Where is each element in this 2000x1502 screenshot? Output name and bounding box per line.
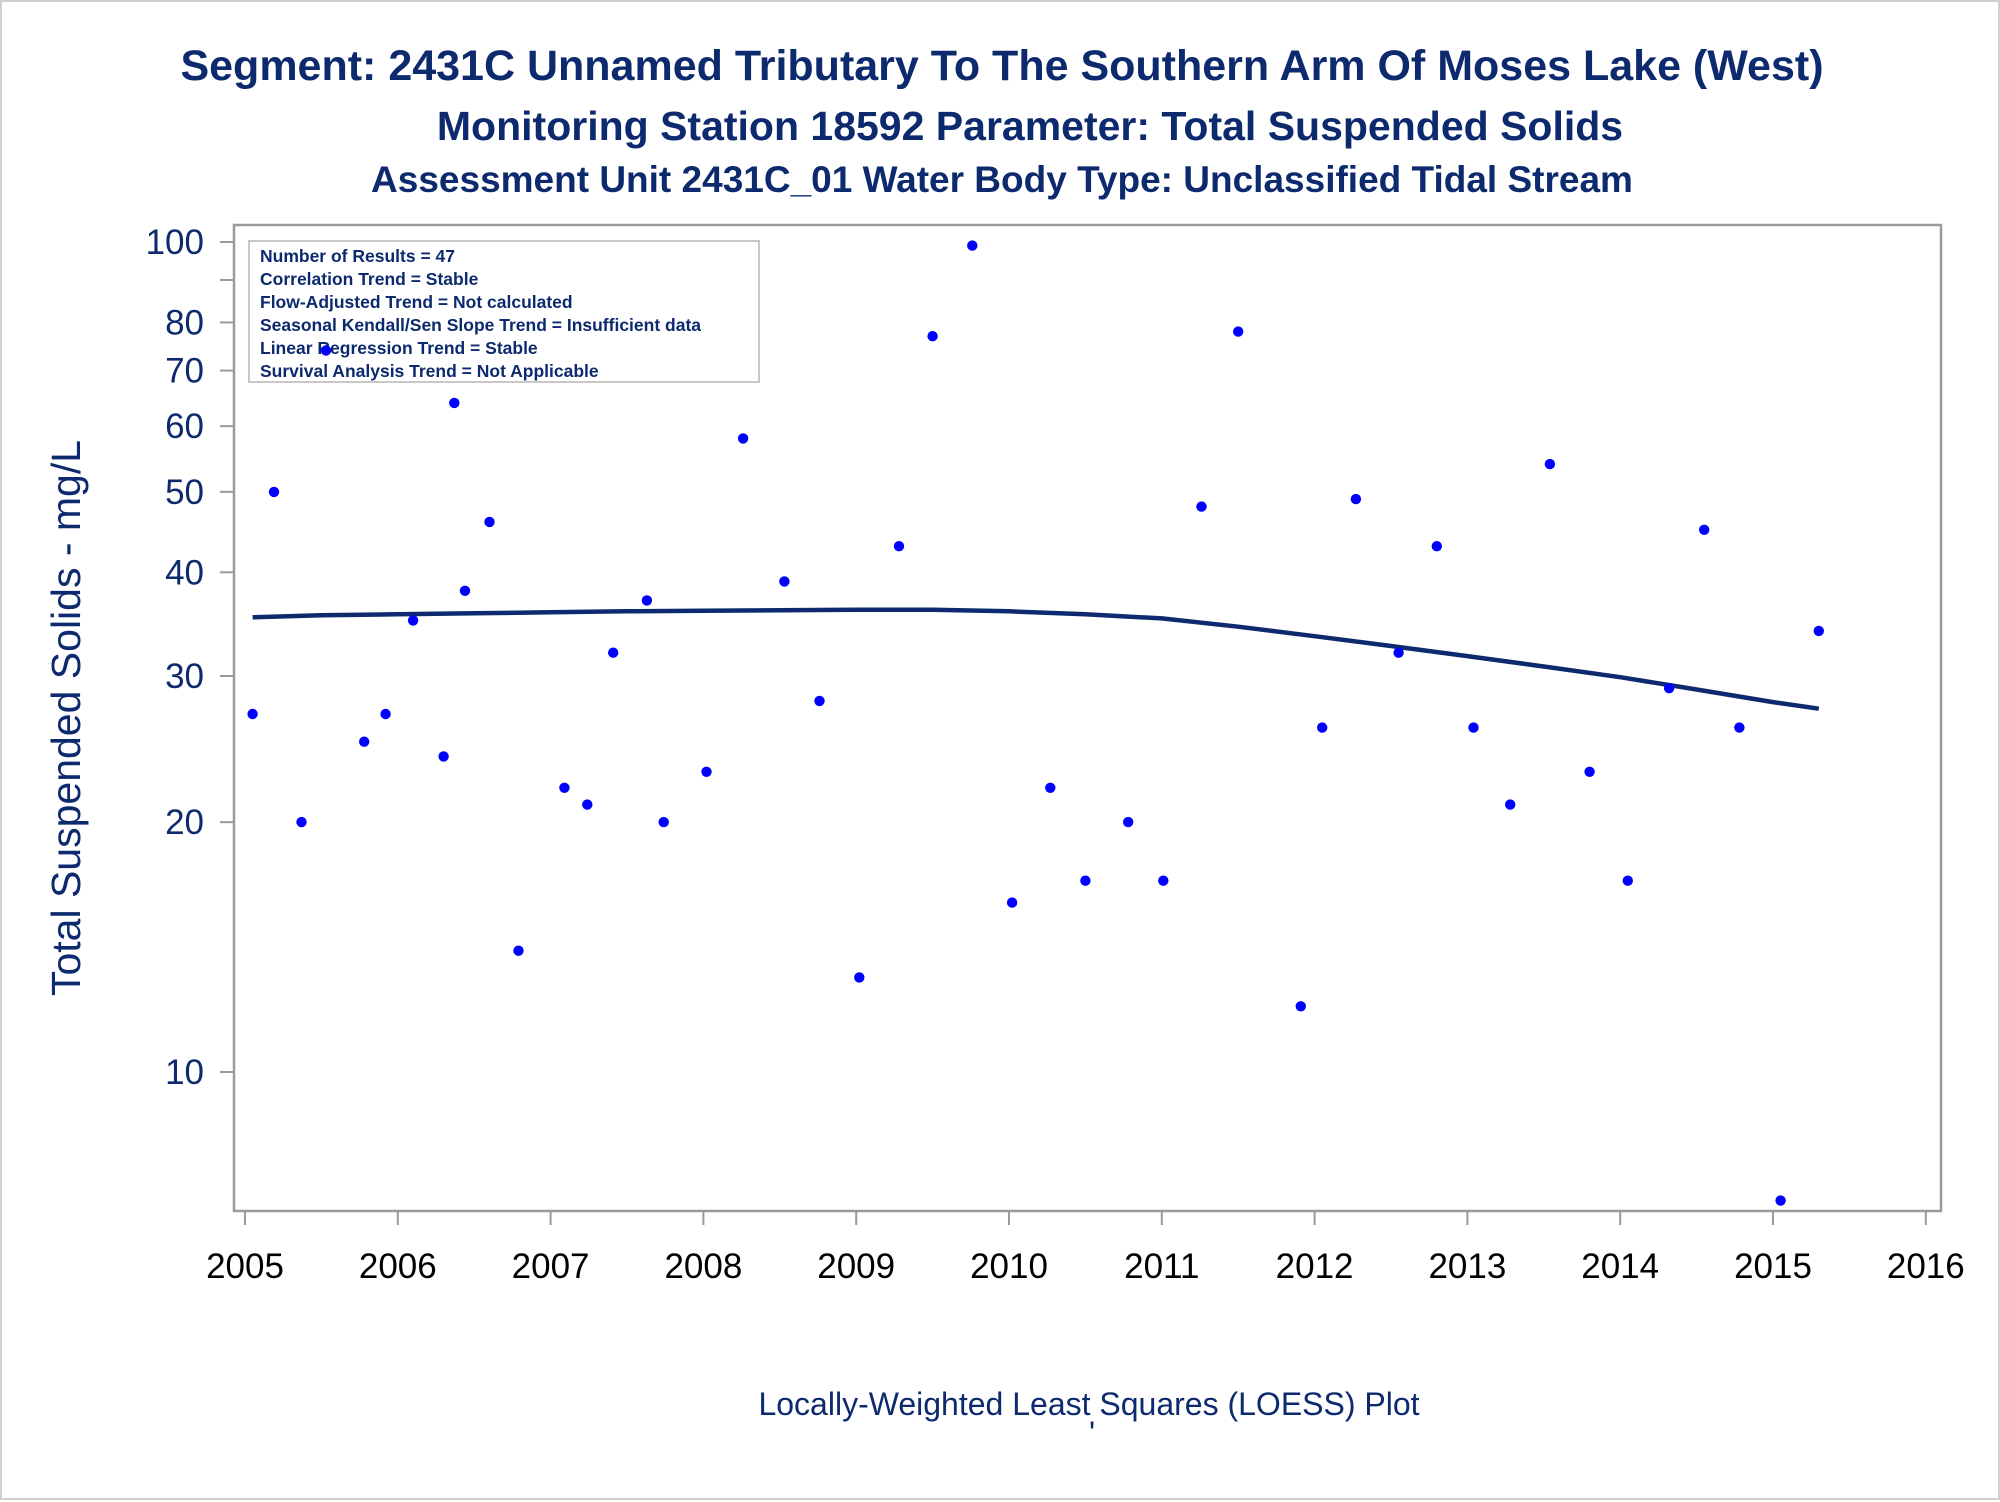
x-tick-label-2010: 2010: [970, 1247, 1048, 1286]
y-tick-label-50: 50: [165, 473, 204, 512]
data-point-36: [1393, 647, 1404, 658]
data-point-14: [582, 799, 593, 810]
y-tick-label-60: 60: [165, 407, 204, 446]
data-point-13: [559, 782, 570, 793]
data-point-25: [967, 240, 978, 251]
data-point-7: [407, 615, 419, 626]
stats-line-5: Linear Regression Trend = Stable: [260, 338, 538, 358]
stats-box: Number of Results = 47 Correlation Trend …: [248, 240, 760, 383]
x-tick-label-2013: 2013: [1428, 1247, 1506, 1286]
data-point-19: [737, 433, 749, 444]
data-point-6: [380, 708, 391, 720]
y-tick-label-30: 30: [165, 657, 204, 696]
data-point-26: [1006, 897, 1018, 908]
chart-title-line1: Segment: 2431C Unnamed Tributary To The …: [180, 42, 1823, 90]
stats-line-1: Number of Results = 47: [260, 246, 455, 266]
data-points: [247, 240, 1825, 1206]
data-point-23: [893, 541, 905, 552]
data-point-4: [320, 345, 332, 356]
data-point-16: [641, 595, 653, 606]
data-point-2: [268, 486, 280, 498]
x-tick-label-2014: 2014: [1581, 1247, 1659, 1286]
data-point-21: [814, 695, 825, 707]
data-point-43: [1663, 683, 1675, 694]
y-tick-label-20: 20: [165, 803, 204, 842]
data-point-33: [1295, 1001, 1307, 1012]
data-point-38: [1468, 722, 1479, 733]
data-point-42: [1622, 875, 1634, 886]
x-tick-label-2009: 2009: [817, 1247, 895, 1286]
plot-area: [232, 223, 1943, 1213]
data-point-1: [247, 708, 258, 720]
data-point-27: [1045, 782, 1056, 793]
x-tick-label-2012: 2012: [1276, 1247, 1354, 1286]
y-tick-label-40: 40: [165, 553, 204, 592]
data-point-47: [1813, 625, 1825, 637]
x-tick-label-2008: 2008: [664, 1247, 742, 1286]
data-point-17: [658, 816, 669, 828]
data-point-31: [1196, 501, 1207, 512]
data-point-40: [1544, 458, 1556, 470]
data-point-15: [608, 647, 619, 658]
data-point-8: [438, 751, 449, 762]
footer-mark: ': [1089, 1415, 1095, 1451]
data-point-39: [1505, 799, 1516, 810]
data-point-11: [484, 516, 495, 528]
x-axis: 2005 2006 2007 2008 2009 2010 2011 2012 2013 2014…: [206, 1211, 1965, 1286]
data-point-10: [459, 585, 471, 596]
data-point-3: [296, 816, 307, 828]
x-tick-label-2011: 2011: [1124, 1247, 1199, 1286]
x-tick-label-2005: 2005: [206, 1247, 284, 1286]
data-point-46: [1775, 1195, 1786, 1206]
stats-line-3: Flow-Adjusted Trend = Not calculated: [260, 292, 573, 312]
stats-line-6: Survival Analysis Trend = Not Applicable: [260, 361, 599, 381]
x-tick-label-2015: 2015: [1734, 1247, 1812, 1286]
stats-line-4: Seasonal Kendall/Sen Slope Trend = Insuf…: [260, 315, 701, 335]
data-point-32: [1233, 326, 1244, 337]
y-axis: 10 20 30 40 50 60 70 80 100: [146, 223, 234, 1092]
data-point-18: [701, 766, 712, 777]
data-point-30: [1158, 875, 1169, 886]
data-point-24: [927, 331, 938, 342]
loess-line: [252, 607, 1820, 711]
data-point-5: [359, 736, 370, 747]
data-point-37: [1431, 541, 1443, 552]
data-point-41: [1584, 766, 1595, 777]
chart-title-line3: Assessment Unit 2431C_01 Water Body Type…: [371, 159, 1633, 200]
stats-line-2: Correlation Trend = Stable: [260, 269, 479, 289]
y-tick-label-70: 70: [165, 352, 204, 391]
y-tick-label-100: 100: [146, 223, 204, 262]
chart-title-line2: Monitoring Station 18592 Parameter: Tota…: [437, 103, 1623, 149]
data-point-20: [779, 576, 790, 587]
data-point-9: [449, 397, 460, 409]
stats-box-border: [248, 240, 760, 383]
footer-caption: Locally-Weighted Least Squares (LOESS) P…: [758, 1386, 1419, 1422]
data-point-44: [1699, 524, 1710, 535]
y-axis-label: Total Suspended Solids - mg/L: [43, 440, 89, 996]
x-tick-label-2007: 2007: [512, 1247, 590, 1286]
x-tick-label-2006: 2006: [359, 1247, 437, 1286]
y-tick-label-80: 80: [165, 303, 204, 342]
y-tick-label-10: 10: [165, 1053, 204, 1092]
data-point-45: [1734, 722, 1745, 733]
data-point-34: [1317, 722, 1328, 733]
data-point-35: [1350, 493, 1362, 505]
data-point-12: [513, 945, 524, 956]
x-tick-label-2016: 2016: [1887, 1247, 1965, 1286]
data-point-28: [1080, 875, 1091, 886]
data-point-22: [854, 972, 865, 983]
data-point-29: [1123, 816, 1134, 828]
